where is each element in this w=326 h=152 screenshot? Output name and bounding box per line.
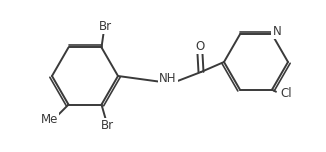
Text: Br: Br [99,20,112,33]
Text: Cl: Cl [280,87,292,100]
Text: O: O [195,40,205,52]
Text: Br: Br [101,119,114,132]
Text: NH: NH [159,71,177,85]
Text: Me: Me [41,113,58,126]
Text: N: N [273,25,281,38]
